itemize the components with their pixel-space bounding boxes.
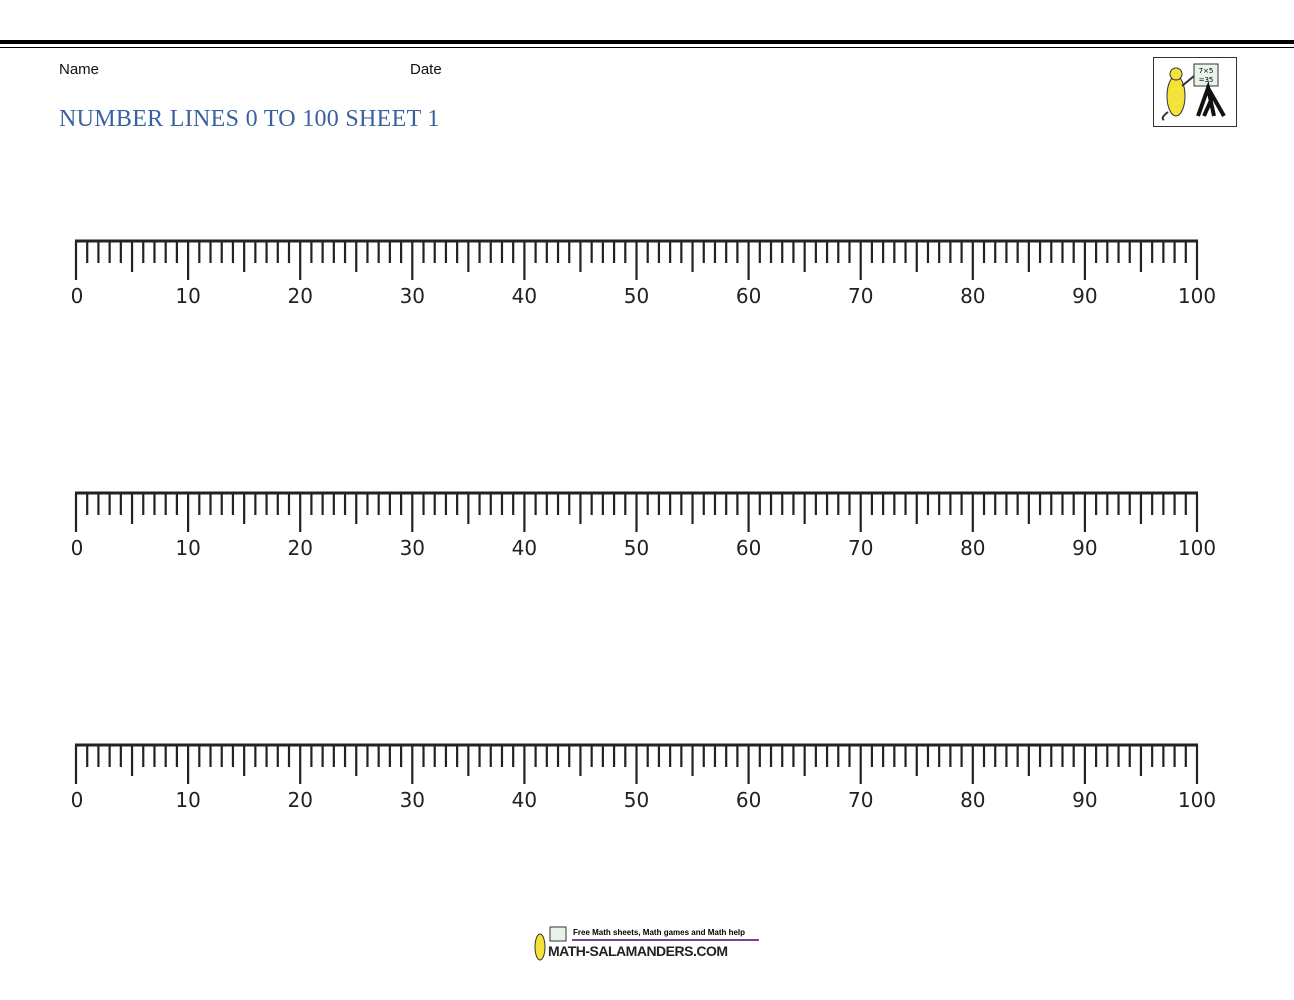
tick-label: 50 xyxy=(624,788,649,812)
tick-label: 80 xyxy=(960,284,985,308)
number-line-svg: 0 10 20 30 40 50 60 70 80 90 100 xyxy=(71,239,1216,308)
tick-label: 30 xyxy=(400,284,425,308)
tick-label: 40 xyxy=(512,284,537,308)
tick-label: 0 xyxy=(71,536,84,560)
header-rule xyxy=(0,40,1294,44)
tick-label: 50 xyxy=(624,536,649,560)
tick-label: 90 xyxy=(1072,788,1097,812)
page-title: NUMBER LINES 0 TO 100 SHEET 1 xyxy=(59,106,440,132)
tick-label: 80 xyxy=(960,536,985,560)
tick-label: 10 xyxy=(175,284,200,308)
tick-label: 60 xyxy=(736,284,761,308)
tick-label: 90 xyxy=(1072,536,1097,560)
tick-label: 20 xyxy=(287,536,312,560)
tick-label: 60 xyxy=(736,788,761,812)
tick-label: 10 xyxy=(175,536,200,560)
tick-label: 70 xyxy=(848,536,873,560)
number-line-svg: 0 10 20 30 40 50 60 70 80 90 100 xyxy=(71,491,1216,560)
number-line-svg: 0 10 20 30 40 50 60 70 80 90 100 xyxy=(71,743,1216,812)
tick-label: 100 xyxy=(1178,536,1216,560)
salamander-logo: 7×5 =35 xyxy=(1153,57,1237,127)
tick-label: 60 xyxy=(736,536,761,560)
footer-tagline: Free Math sheets, Math games and Math he… xyxy=(573,928,746,937)
tick-label: 30 xyxy=(400,536,425,560)
svg-text:=35: =35 xyxy=(1199,76,1214,84)
tick-label: 0 xyxy=(71,284,84,308)
tick-label: 70 xyxy=(848,788,873,812)
number-line-1: 0 10 20 30 40 50 60 70 80 90 100 xyxy=(0,230,1294,310)
tick-label: 30 xyxy=(400,788,425,812)
tick-label: 0 xyxy=(71,788,84,812)
tick-label: 70 xyxy=(848,284,873,308)
number-line-3: 0 10 20 30 40 50 60 70 80 90 100 xyxy=(0,734,1294,814)
number-line-2: 0 10 20 30 40 50 60 70 80 90 100 xyxy=(0,482,1294,562)
tick-label: 80 xyxy=(960,788,985,812)
tick-label: 40 xyxy=(512,788,537,812)
footer-logo: Free Math sheets, Math games and Math he… xyxy=(528,925,763,965)
name-label: Name xyxy=(59,61,100,78)
tick-label: 10 xyxy=(175,788,200,812)
tick-label: 100 xyxy=(1178,788,1216,812)
tick-label: 50 xyxy=(624,284,649,308)
tick-label: 40 xyxy=(512,536,537,560)
tick-label: 20 xyxy=(287,284,312,308)
svg-text:7×5: 7×5 xyxy=(1199,67,1214,75)
footer-site: MATH-SALAMANDERS.COM xyxy=(548,943,728,959)
tick-label: 100 xyxy=(1178,284,1216,308)
tick-label: 90 xyxy=(1072,284,1097,308)
date-label: Date xyxy=(410,61,442,78)
header-rule-thin xyxy=(0,47,1294,48)
tick-label: 20 xyxy=(287,788,312,812)
